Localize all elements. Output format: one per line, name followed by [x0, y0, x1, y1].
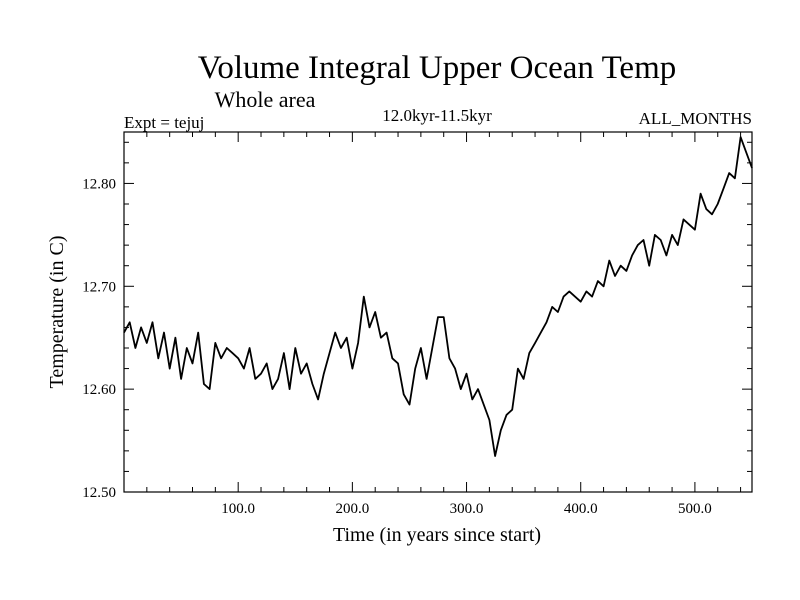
- y-tick-label: 12.50: [82, 485, 116, 501]
- x-tick-label: 100.0: [221, 501, 255, 517]
- x-tick-label: 200.0: [335, 501, 369, 517]
- series-line: [123, 136, 753, 457]
- period-label: 12.0kyr-11.5kyr: [382, 106, 492, 125]
- y-axis-label: Temperature (in C): [46, 236, 68, 389]
- y-tick-label: 12.80: [82, 176, 116, 192]
- experiment-label: Expt = tejuj: [124, 113, 204, 132]
- chart-title: Volume Integral Upper Ocean Temp: [198, 50, 676, 86]
- plot-frame: [123, 131, 753, 493]
- y-tick-labels: 12.50 12.60 12.70 12.80: [82, 176, 116, 501]
- y-tick-label: 12.70: [82, 279, 116, 295]
- x-tick-labels: 100.0 200.0 300.0 400.0 500.0: [221, 501, 711, 517]
- series-group: [123, 136, 753, 457]
- x-tick-label: 300.0: [450, 501, 484, 517]
- x-tick-label: 500.0: [678, 501, 712, 517]
- x-axis-label: Time (in years since start): [333, 524, 541, 546]
- chart-subtitle: Whole area: [215, 87, 316, 112]
- y-tick-label: 12.60: [82, 382, 116, 398]
- months-label: ALL_MONTHS: [639, 109, 752, 128]
- axis-ticks: [124, 132, 752, 492]
- x-tick-label: 400.0: [564, 501, 598, 517]
